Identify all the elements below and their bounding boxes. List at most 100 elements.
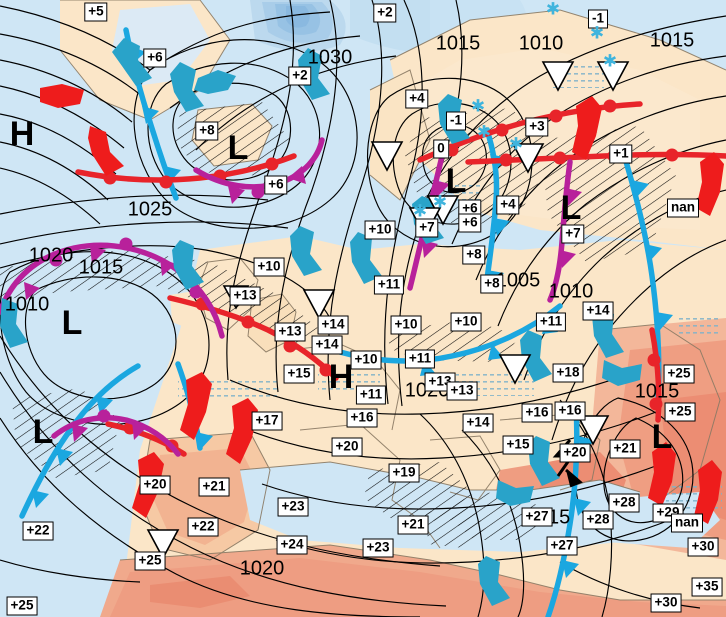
snow-icon: ✱ [602,51,618,72]
temperature-label: +16 [346,408,378,428]
snow-icon: ✱ [432,192,448,213]
temperature-label: +18 [552,363,584,383]
temperature-label: +6 [264,175,288,195]
temperature-label: +21 [609,439,641,459]
temperature-label: +13 [446,381,478,401]
isobar-label: 1025 [127,198,173,221]
isobar-label: 1030 [307,46,353,69]
temperature-label: +8 [195,121,219,141]
snow-icon: ✱ [508,134,524,155]
temperature-label: +30 [650,593,682,613]
temperature-label: +20 [139,475,171,495]
temperature-label: +14 [582,301,614,321]
isobar-label: 1015 [649,29,695,52]
temperature-label: 0 [433,139,449,159]
temperature-label: +16 [521,403,553,423]
isobar-label: 1005 [495,269,541,292]
temperature-label: +1 [609,144,633,164]
temperature-label: +5 [84,2,108,22]
temperature-label: +15 [502,435,534,455]
pressure-centre-high: H [328,358,354,396]
pressure-centre-low: L [651,418,673,456]
temperature-label: +23 [277,497,309,517]
temperature-label: +20 [559,443,591,463]
temperature-label: +10 [350,350,382,370]
temperature-label: +11 [373,275,405,295]
cold-front-aegean [545,401,580,617]
isobar-label: 1015 [435,32,481,55]
temperature-label: +25 [6,596,38,616]
temperature-label: +27 [546,536,578,556]
pressure-centre-low: L [445,162,467,200]
temperature-label: +35 [691,577,723,597]
temperature-label: +10 [390,315,422,335]
isobar-label: 1020 [28,244,74,267]
snow-icon: ✱ [470,96,486,117]
temperature-label: +14 [311,335,343,355]
temperature-label: +4 [405,89,429,109]
nan-label: nan [670,513,704,533]
temperature-label: +6 [458,213,482,233]
temperature-label: +11 [355,385,387,405]
temperature-label: +19 [388,463,420,483]
temperature-label: +11 [535,312,567,332]
temperature-label: -1 [445,111,467,131]
isobar-label: 1010 [4,293,50,316]
temperature-label: +13 [229,286,261,306]
temperature-label: +10 [364,220,396,240]
pressure-centre-high: H [9,115,35,153]
pressure-centre-low: L [560,189,582,227]
temperature-label: +23 [362,538,394,558]
snow-icon: ✱ [412,201,428,222]
temperature-label: +22 [22,521,54,541]
temperature-label: +2 [373,3,397,23]
temperature-label: +28 [582,510,614,530]
temperature-label: +8 [462,245,486,265]
isobar-label: 1010 [548,280,594,303]
temperature-label: +28 [608,493,640,513]
cold-front-scandinavia [483,127,500,289]
temperature-label: +11 [404,349,436,369]
temperature-label: +27 [521,507,553,527]
temperature-label: +25 [134,551,166,571]
temperature-label: +6 [143,48,167,68]
temperature-label: +14 [462,413,494,433]
temperature-label: +21 [397,515,429,535]
temperature-label: +16 [554,401,586,421]
temperature-label: +25 [663,364,695,384]
isobar-label: 1015 [78,256,124,279]
pressure-centre-low: L [227,129,249,167]
temperature-label: +2 [288,66,312,86]
temperature-label: +24 [276,535,308,555]
isobar-label: 1015 [634,380,680,403]
temperature-label: +20 [331,437,363,457]
temperature-label: +3 [525,117,549,137]
nan-label: nan [666,198,700,218]
pressure-centre-low: L [32,413,54,451]
temperature-label: +21 [198,477,230,497]
temperature-label: +13 [274,322,306,342]
temperature-label: +17 [251,411,283,431]
pressure-centre-low: L [61,304,83,342]
snow-icon: ✱ [476,122,492,143]
temperature-label: +8 [480,274,504,294]
temperature-label: +14 [317,315,349,335]
warm-front-turkey [649,327,662,423]
temperature-label: +7 [415,218,439,238]
temperature-label: +25 [664,402,696,422]
snow-icon: ✱ [545,0,561,20]
temperature-label: -1 [587,9,609,29]
temperature-label: +30 [687,537,719,557]
temperature-label: +4 [496,195,520,215]
temperature-label: +10 [450,312,482,332]
isobar-label: 1020 [239,557,285,580]
temperature-label: +7 [561,224,585,244]
shower-triangles [146,61,630,560]
isobar-label: 1010 [518,32,564,55]
snow-icon: ✱ [589,23,605,44]
temperature-label: +10 [253,257,285,277]
temperature-label: +22 [187,517,219,537]
